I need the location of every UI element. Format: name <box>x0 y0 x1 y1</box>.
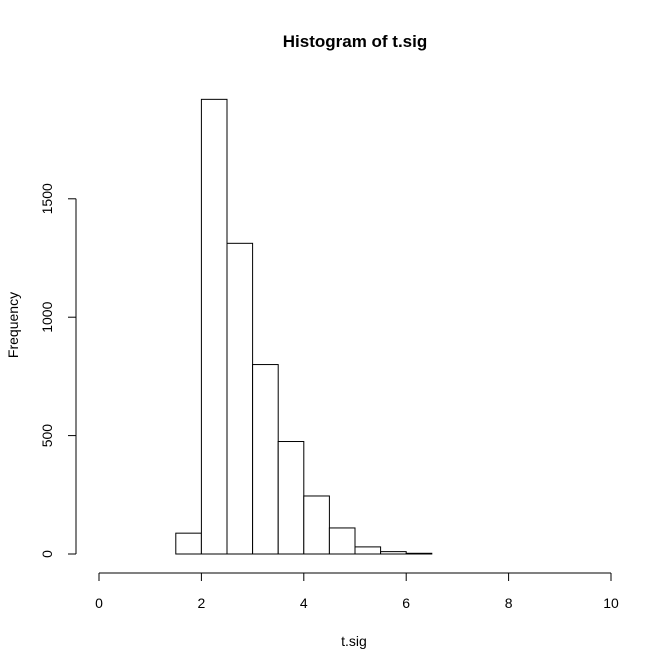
x-tick-label: 6 <box>402 595 410 611</box>
histogram-bar <box>303 495 330 555</box>
y-tick-label: 1500 <box>39 183 55 214</box>
y-tick-label: 0 <box>39 550 55 558</box>
chart-title: Histogram of t.sig <box>283 32 428 51</box>
y-tick-label: 1000 <box>39 301 55 332</box>
histogram-bar <box>226 242 254 555</box>
x-tick-label: 4 <box>300 595 308 611</box>
histogram-bar <box>328 527 356 555</box>
x-axis: 0 2 4 6 8 10 <box>95 572 619 611</box>
x-tick-label: 0 <box>95 595 103 611</box>
histogram-bar <box>405 552 433 555</box>
bars-group <box>175 98 433 555</box>
histogram-bar <box>175 532 202 555</box>
x-tick-label: 2 <box>198 595 206 611</box>
histogram-bar <box>354 546 382 555</box>
histogram-bar <box>252 364 279 555</box>
y-tick-label: 500 <box>39 424 55 448</box>
histogram-bar <box>380 551 407 555</box>
x-tick-label: 8 <box>505 595 513 611</box>
y-axis-label: Frequency <box>5 292 21 358</box>
histogram-bar <box>277 441 305 555</box>
y-axis: 0 500 1000 1500 <box>39 183 77 558</box>
histogram-bar <box>200 98 228 555</box>
x-tick-label: 10 <box>603 595 619 611</box>
x-axis-label: t.sig <box>341 633 367 649</box>
